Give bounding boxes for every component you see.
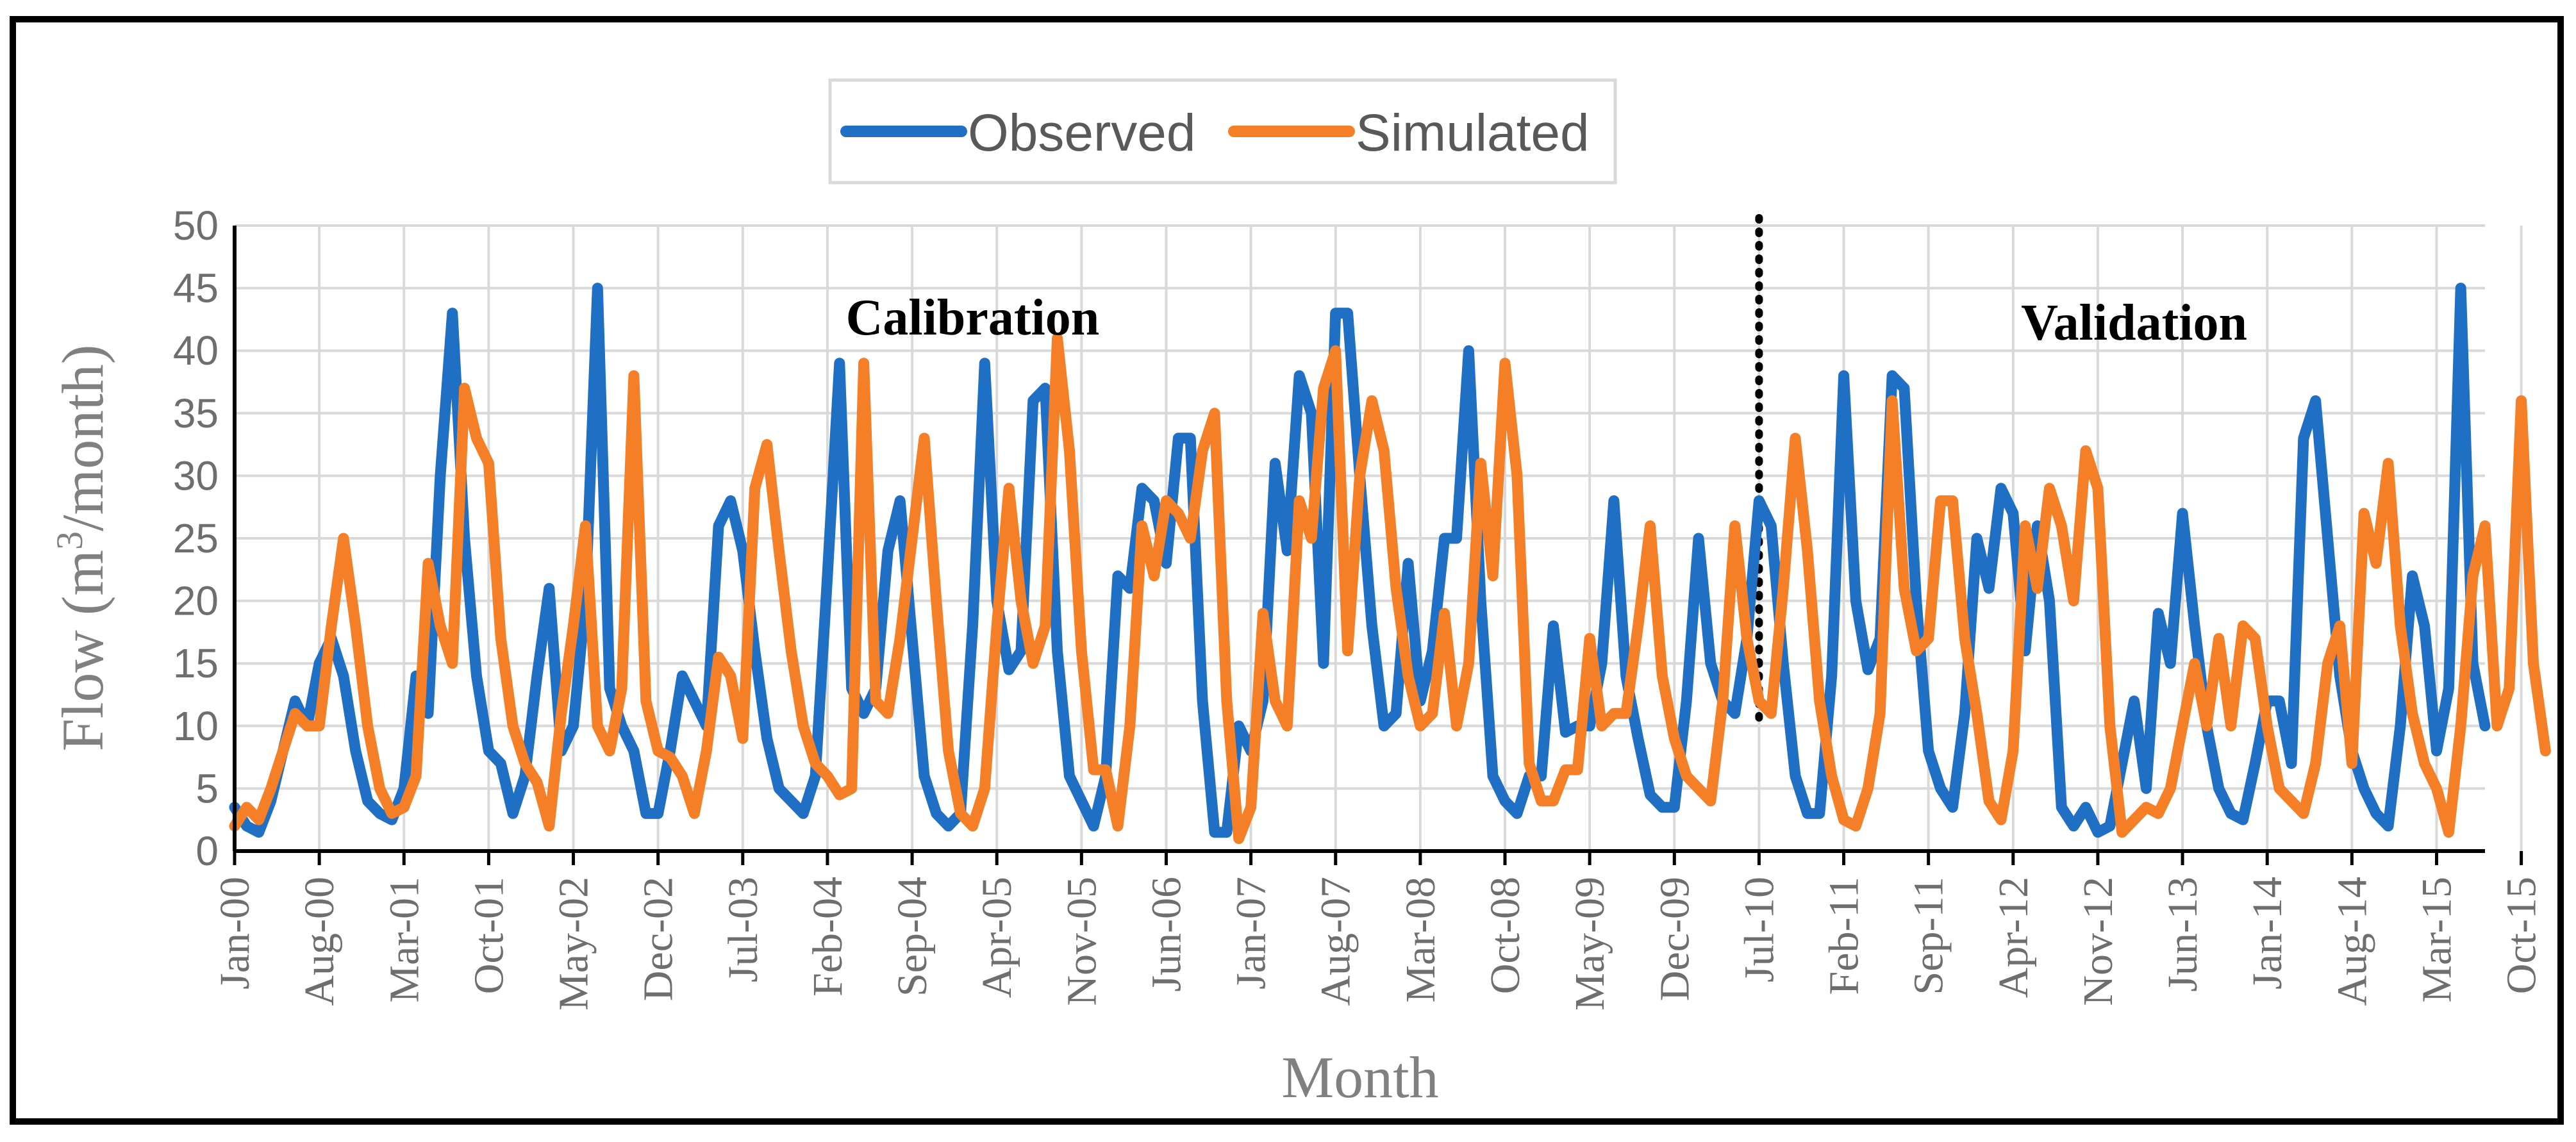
y-tick-label-40: 40 bbox=[173, 327, 219, 374]
x-tick-label-Nov-05: Nov-05 bbox=[1058, 877, 1105, 1006]
x-tick-label-Feb-04: Feb-04 bbox=[804, 877, 851, 997]
y-tick-label-10: 10 bbox=[173, 703, 219, 749]
y-tick-labels: 0 5 10 15 20 25 30 35 40 45 50 bbox=[173, 203, 219, 874]
x-tick-label-Jun-06: Jun-06 bbox=[1143, 877, 1190, 992]
x-tick-labels: Jan-00 Aug-00 Mar-01 Oct-01 May-02 Dec-02 Jul-… bbox=[212, 877, 2545, 1011]
x-tick-label-Sep-11: Sep-11 bbox=[1906, 877, 1952, 995]
y-tick-label-45: 45 bbox=[173, 265, 219, 311]
y-tick-label-25: 25 bbox=[173, 515, 219, 561]
x-tick-label-Mar-15: Mar-15 bbox=[2413, 877, 2460, 1003]
y-tick-label-5: 5 bbox=[195, 765, 219, 811]
x-tick-label-May-02: May-02 bbox=[551, 877, 597, 1011]
y-tick-label-20: 20 bbox=[173, 578, 219, 624]
x-tick-label-Mar-08: Mar-08 bbox=[1397, 877, 1444, 1003]
x-tick-label-Nov-12: Nov-12 bbox=[2075, 877, 2122, 1006]
y-tick-label-35: 35 bbox=[173, 390, 219, 436]
x-tick-label-Jun-13: Jun-13 bbox=[2159, 877, 2206, 992]
series-line-simulated bbox=[229, 333, 2551, 844]
y-tick-label-50: 50 bbox=[173, 203, 219, 249]
x-tick-label-Feb-11: Feb-11 bbox=[1821, 877, 1868, 995]
x-tick-label-Mar-01: Mar-01 bbox=[381, 877, 428, 1003]
x-axis-title: Month bbox=[1281, 1045, 1438, 1110]
x-tick-label-Dec-09: Dec-09 bbox=[1651, 877, 1698, 1001]
legend-label-simulated: Simulated bbox=[1356, 104, 1590, 162]
annotation-calibration: Calibration bbox=[846, 290, 1100, 346]
annotations: Calibration Validation bbox=[846, 290, 2247, 351]
x-tick-label-Aug-14: Aug-14 bbox=[2329, 877, 2375, 1006]
x-tick-label-Jan-07: Jan-07 bbox=[1228, 877, 1275, 989]
x-tick-label-Jan-00: Jan-00 bbox=[212, 877, 258, 989]
annotation-validation: Validation bbox=[2021, 295, 2247, 351]
x-tick-label-Jan-14: Jan-14 bbox=[2244, 877, 2291, 989]
y-tick-label-15: 15 bbox=[173, 640, 219, 686]
x-tick-label-Oct-08: Oct-08 bbox=[1482, 877, 1529, 994]
axes bbox=[233, 226, 2523, 865]
x-tick-label-Aug-07: Aug-07 bbox=[1313, 877, 1359, 1006]
x-tick-label-Apr-12: Apr-12 bbox=[1990, 877, 2037, 998]
legend-label-observed: Observed bbox=[968, 104, 1196, 162]
y-tick-label-0: 0 bbox=[195, 828, 219, 874]
x-tick-label-Dec-02: Dec-02 bbox=[635, 877, 682, 1001]
y-tick-label-30: 30 bbox=[173, 452, 219, 499]
x-tick-label-Oct-15: Oct-15 bbox=[2498, 877, 2545, 994]
x-tick-label-Sep-04: Sep-04 bbox=[889, 877, 936, 997]
x-tick-label-Jul-10: Jul-10 bbox=[1736, 877, 1782, 982]
x-tick-label-May-09: May-09 bbox=[1566, 877, 1613, 1011]
series-lines bbox=[229, 283, 2551, 844]
legend: Observed Simulated bbox=[828, 78, 1617, 185]
x-tick-label-Apr-05: Apr-05 bbox=[974, 877, 1020, 998]
x-tick-label-Aug-00: Aug-00 bbox=[296, 877, 343, 1006]
x-tick-label-Oct-01: Oct-01 bbox=[465, 877, 512, 994]
y-axis-title: Flow (m3/month) bbox=[49, 345, 116, 752]
x-tick-label-Jul-03: Jul-03 bbox=[720, 877, 767, 982]
